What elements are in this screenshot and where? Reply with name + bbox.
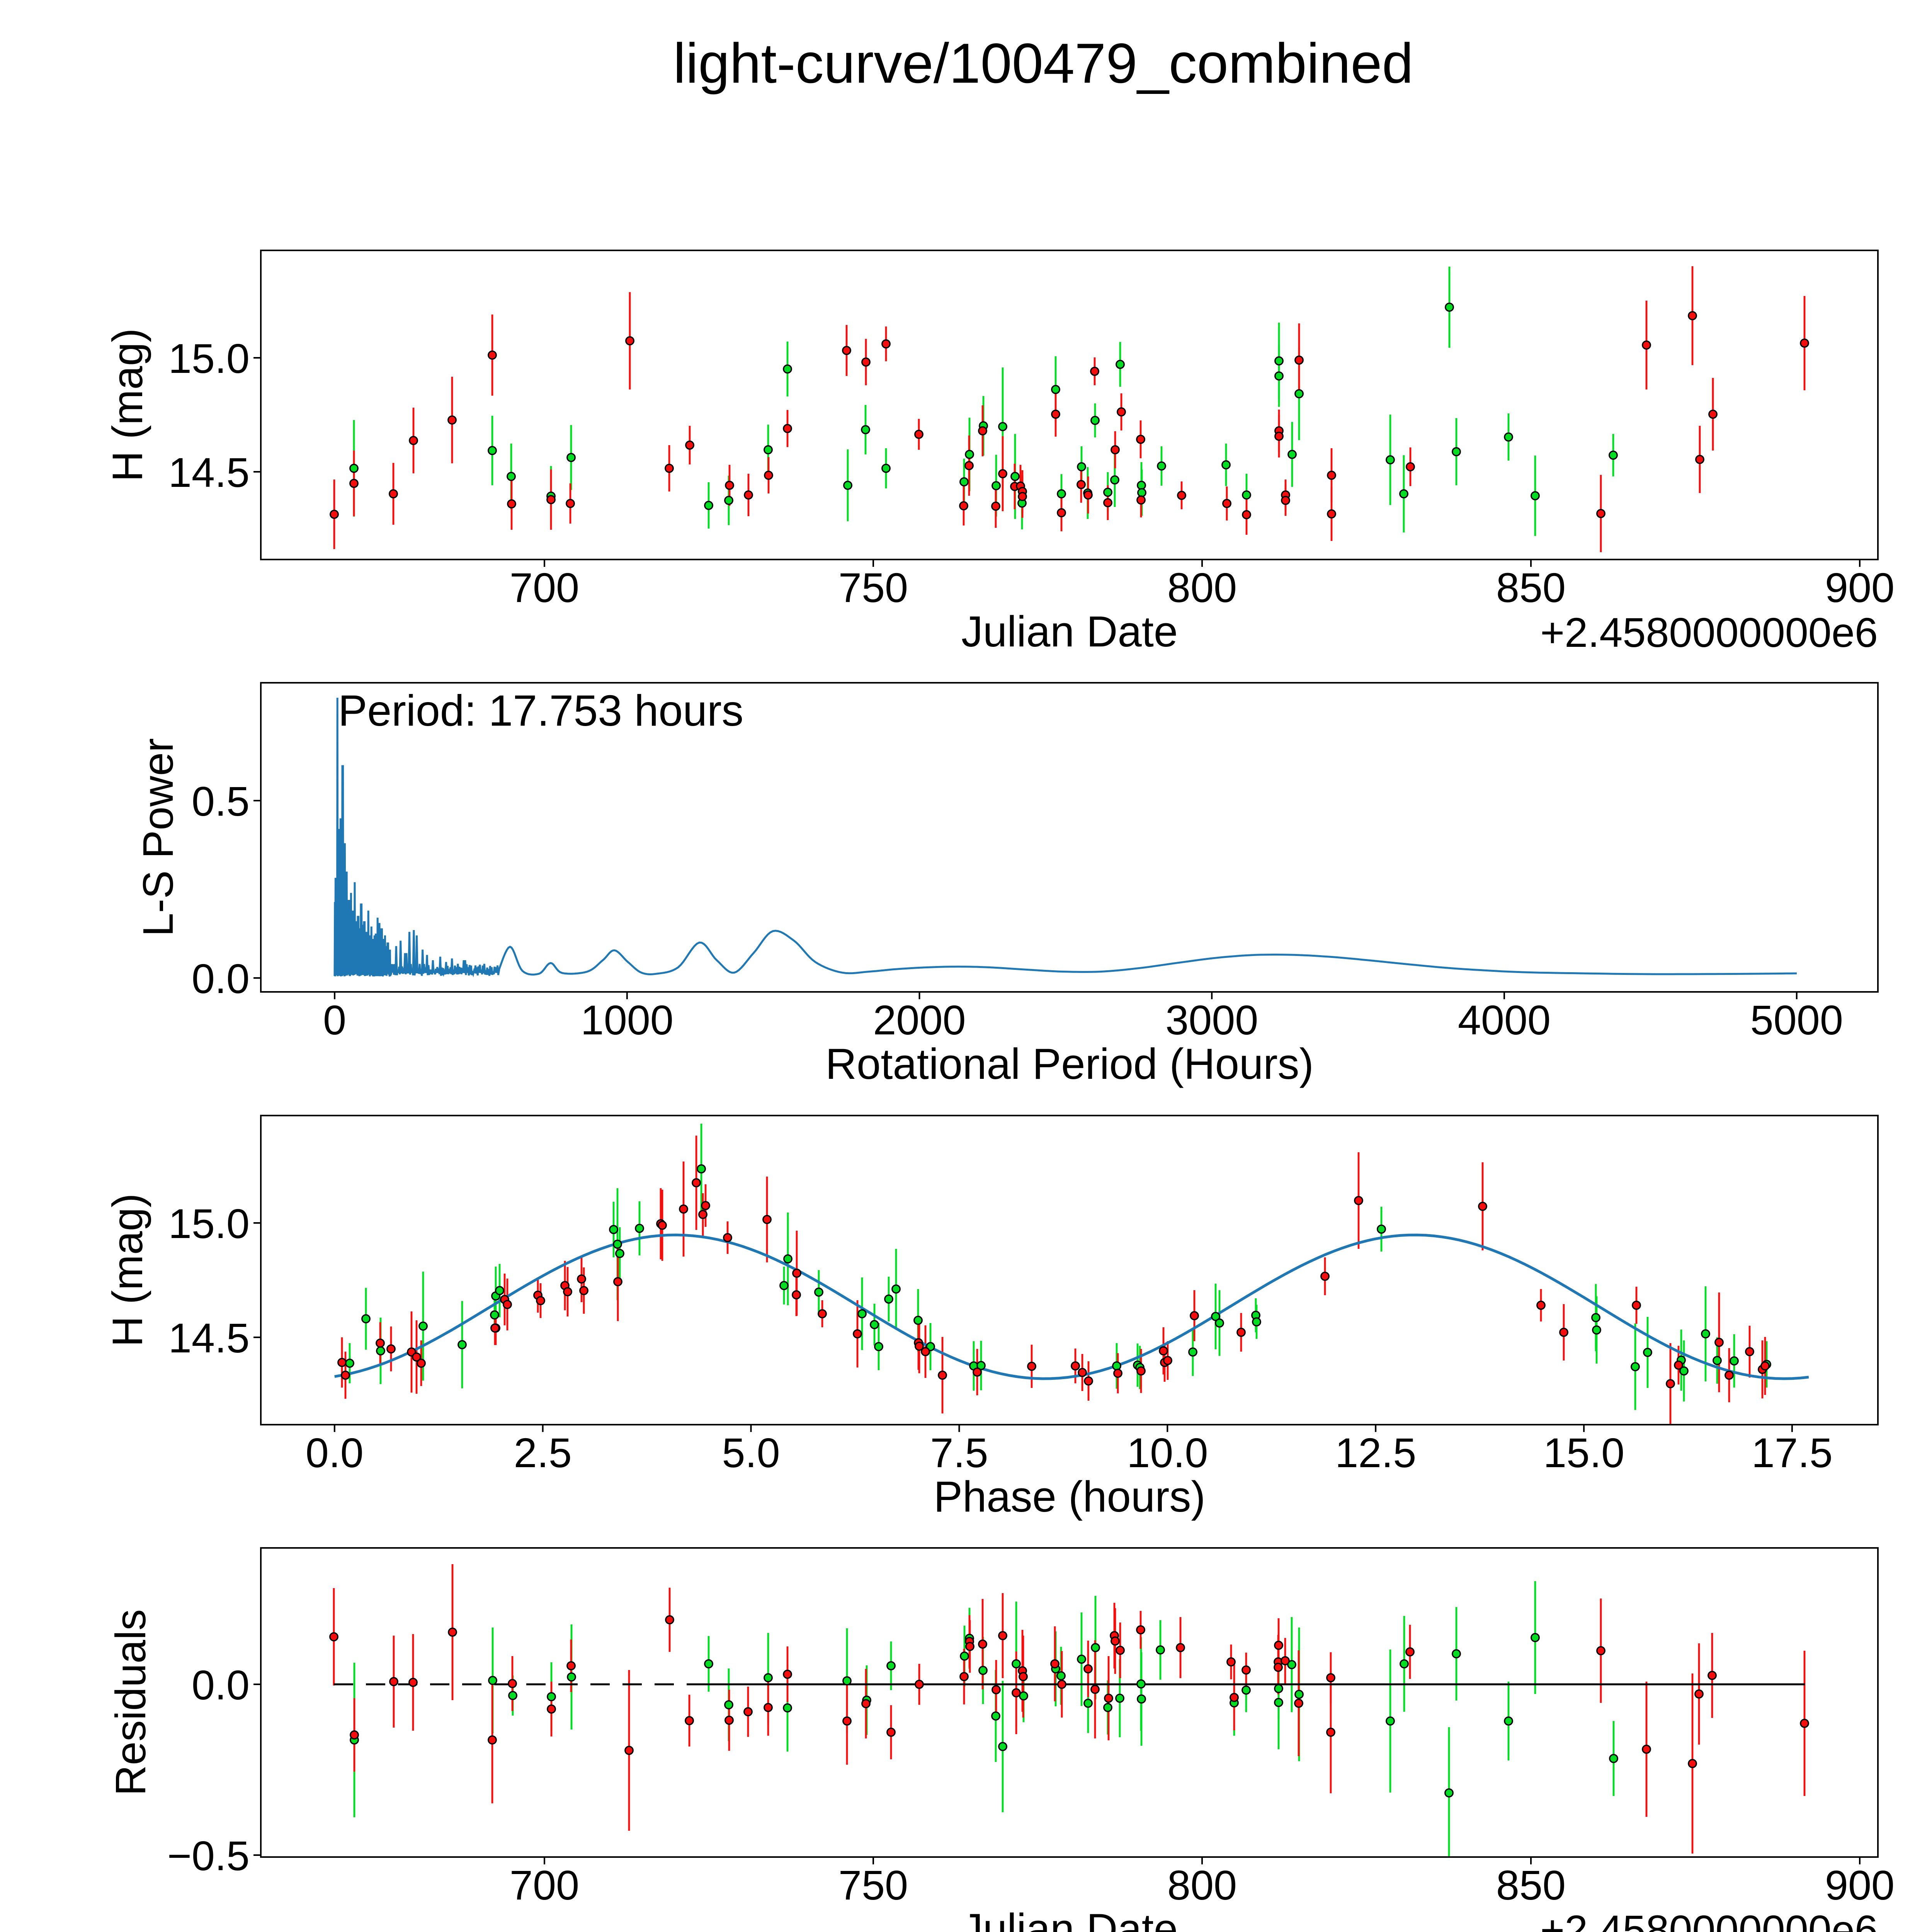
svg-text:+2.4580000000e6: +2.4580000000e6 [1540, 1906, 1878, 1932]
svg-text:0.0: 0.0 [306, 1429, 364, 1476]
svg-text:900: 900 [1825, 564, 1895, 611]
svg-text:0.5: 0.5 [192, 778, 250, 825]
svg-text:Residuals: Residuals [107, 1609, 155, 1796]
svg-text:900: 900 [1825, 1862, 1895, 1908]
svg-text:15.0: 15.0 [168, 335, 250, 382]
svg-text:0.0: 0.0 [192, 955, 250, 1002]
svg-text:700: 700 [510, 1862, 579, 1908]
svg-text:Julian Date: Julian Date [961, 1905, 1178, 1932]
svg-text:15.0: 15.0 [168, 1200, 250, 1247]
svg-text:14.5: 14.5 [168, 449, 250, 496]
svg-text:10.0: 10.0 [1127, 1429, 1208, 1476]
svg-text:H (mag): H (mag) [104, 328, 151, 481]
svg-text:L-S Power: L-S Power [134, 738, 182, 937]
svg-text:4000: 4000 [1458, 997, 1551, 1043]
svg-text:800: 800 [1167, 1862, 1237, 1908]
svg-text:1000: 1000 [581, 997, 673, 1043]
svg-text:H (mag): H (mag) [104, 1193, 151, 1347]
svg-text:Julian Date: Julian Date [961, 607, 1178, 656]
svg-text:5000: 5000 [1750, 997, 1843, 1043]
svg-text:2.5: 2.5 [514, 1429, 572, 1476]
svg-text:0: 0 [323, 997, 346, 1043]
svg-text:light-curve/100479_combined: light-curve/100479_combined [673, 32, 1413, 95]
svg-text:700: 700 [510, 564, 579, 611]
svg-text:+2.4580000000e6: +2.4580000000e6 [1540, 609, 1878, 656]
svg-text:3000: 3000 [1165, 997, 1258, 1043]
svg-text:15.0: 15.0 [1543, 1429, 1624, 1476]
svg-text:850: 850 [1496, 564, 1566, 611]
svg-text:7.5: 7.5 [930, 1429, 988, 1476]
svg-text:750: 750 [838, 1862, 908, 1908]
svg-text:−0.5: −0.5 [167, 1832, 250, 1879]
svg-text:14.5: 14.5 [168, 1315, 250, 1361]
svg-text:Period: 17.753 hours: Period: 17.753 hours [338, 686, 743, 735]
svg-text:850: 850 [1496, 1862, 1566, 1908]
svg-text:Rotational Period (Hours): Rotational Period (Hours) [825, 1040, 1314, 1088]
svg-text:2000: 2000 [873, 997, 966, 1043]
svg-text:Phase (hours): Phase (hours) [934, 1473, 1205, 1521]
svg-text:17.5: 17.5 [1752, 1429, 1833, 1476]
svg-text:5.0: 5.0 [722, 1429, 780, 1476]
svg-text:0.0: 0.0 [192, 1662, 250, 1708]
svg-text:800: 800 [1167, 564, 1237, 611]
svg-text:12.5: 12.5 [1335, 1429, 1416, 1476]
svg-text:750: 750 [838, 564, 908, 611]
